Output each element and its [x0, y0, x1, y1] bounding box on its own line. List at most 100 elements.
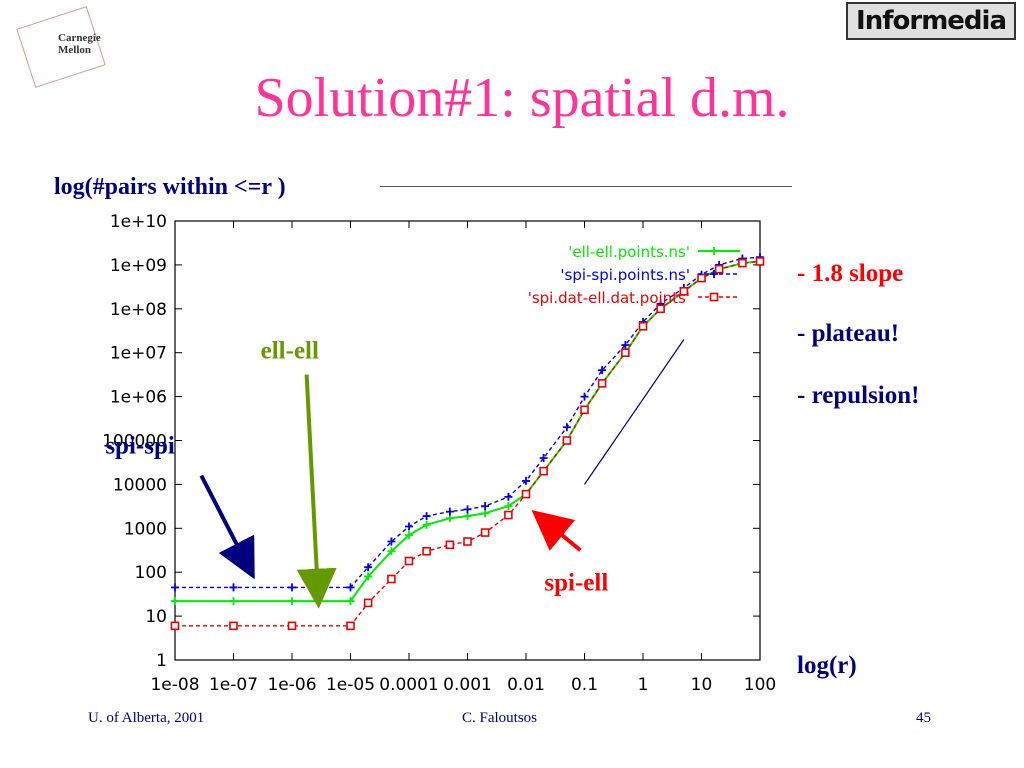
annotation-arrow — [296, 374, 337, 609]
y-tick-label: 1000 — [124, 519, 167, 539]
data-point — [422, 546, 431, 556]
data-point — [463, 512, 472, 521]
data-point — [562, 436, 572, 445]
plot-frame — [174, 220, 761, 661]
x-tick-label: 1e-06 — [267, 675, 316, 695]
data-point — [504, 502, 513, 511]
chart-legend: 'ell-ell.points.ns' 'spi-spi.points.ns' 's… — [528, 243, 740, 307]
data-point — [638, 321, 648, 331]
x-tick-label: 0.001 — [443, 675, 492, 695]
data-point — [346, 597, 355, 606]
y-tick-label: 1e+07 — [110, 344, 167, 364]
data-point — [287, 621, 297, 631]
y-tick-label: 1e+10 — [110, 212, 167, 232]
data-point — [346, 621, 355, 631]
data-point — [387, 547, 396, 556]
x-tick-label: 10 — [691, 675, 713, 695]
x-tick-label: 1e-05 — [326, 675, 375, 695]
x-tick-label: 100 — [744, 675, 776, 695]
data-point — [755, 257, 765, 266]
data-point — [598, 366, 607, 375]
data-point — [229, 621, 238, 631]
data-point — [504, 492, 513, 501]
data-point — [445, 540, 455, 550]
legend-entry-label: 'spi.dat-ell.dat.points' — [528, 289, 690, 307]
series-1 — [171, 257, 764, 606]
data-point — [363, 598, 373, 608]
data-point — [580, 405, 589, 415]
x-tick-label: 0.01 — [507, 675, 545, 695]
note-slope: - 1.8 slope — [797, 260, 904, 287]
data-point — [387, 574, 396, 584]
data-point — [346, 583, 355, 592]
data-point — [229, 583, 238, 592]
data-point — [364, 572, 373, 581]
informedia-logo: Informedia — [846, 2, 1016, 40]
annotation-label: ell-ell — [261, 338, 319, 365]
data-point — [580, 392, 589, 401]
title-rule — [380, 186, 792, 187]
slope-line — [584, 339, 685, 485]
data-point — [738, 258, 747, 268]
data-point — [171, 597, 179, 606]
annotation-arrows: ell-ell spi-spi spi-ell — [105, 338, 608, 609]
data-point — [597, 379, 607, 388]
data-point — [621, 348, 630, 358]
legend-entry-marker — [709, 292, 719, 302]
annotation-arrow — [531, 510, 582, 552]
y-tick-label: 1e+06 — [110, 388, 167, 408]
data-point — [170, 621, 180, 631]
data-point — [480, 528, 490, 537]
note-repulsion: - repulsion! — [797, 382, 920, 409]
legend-entry-marker — [710, 270, 718, 278]
y-tick-label: 100000 — [102, 432, 167, 452]
legend-entry-marker — [710, 247, 718, 255]
data-point — [422, 512, 431, 521]
series-3 — [170, 257, 765, 631]
data-point — [387, 537, 396, 546]
x-axis-label: log(r) — [797, 652, 857, 679]
chart-series — [170, 253, 765, 631]
data-point — [697, 273, 706, 283]
cmu-logo-line1: Carnegie — [58, 32, 101, 44]
data-point — [288, 597, 296, 606]
footer-author: C. Faloutsos — [462, 710, 538, 726]
x-tick-label: 0.0001 — [379, 675, 438, 695]
x-tick-label: 1e-08 — [150, 675, 199, 695]
data-point — [539, 453, 548, 462]
data-point — [422, 520, 431, 529]
data-point — [621, 340, 630, 349]
data-point — [463, 505, 472, 514]
series-line — [175, 260, 761, 627]
data-point — [405, 522, 413, 531]
data-point — [679, 287, 689, 296]
y-axis-label: log(#pairs within <=r ) — [54, 174, 286, 200]
cmu-logo: Carnegie Mellon — [58, 32, 101, 56]
data-point — [405, 531, 413, 540]
slide-title: Solution#1: spatial d.m. — [254, 67, 790, 129]
y-tick-label: 100 — [135, 563, 167, 583]
data-point — [521, 489, 531, 499]
data-point — [522, 476, 530, 485]
y-tick-label: 1e+09 — [110, 256, 167, 276]
data-point — [364, 563, 373, 572]
series-line — [175, 260, 761, 603]
y-tick-label: 10000 — [113, 475, 167, 495]
annotation-label: spi-spi — [105, 433, 175, 460]
chart-axes: 1e-08 1e-07 1e-06 1e-05 0.0001 0.001 0.01 0.1 1 1… — [102, 212, 776, 695]
legend-entry-label: 'ell-ell.points.ns' — [568, 243, 690, 261]
data-point — [229, 597, 238, 606]
data-point — [463, 537, 472, 546]
data-point — [504, 510, 513, 520]
slope-reference — [584, 339, 685, 485]
footer-venue: U. of Alberta, 2001 — [88, 710, 205, 726]
note-plateau: - plateau! — [797, 320, 900, 347]
x-tick-label: 0.1 — [571, 675, 598, 695]
x-tick-label: 1 — [638, 675, 649, 695]
data-point — [171, 583, 179, 592]
data-point — [445, 507, 454, 516]
data-point — [714, 264, 724, 274]
y-tick-label: 1 — [156, 651, 167, 671]
y-tick-label: 1e+08 — [110, 300, 167, 320]
